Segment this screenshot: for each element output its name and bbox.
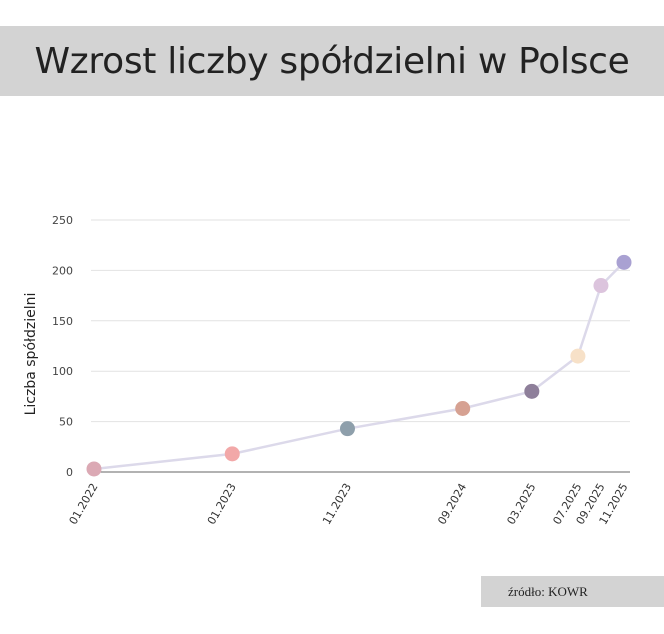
- series-line: [93, 261, 625, 471]
- y-tick-label: 50: [59, 416, 73, 429]
- x-tick-label: 09.2024: [435, 481, 469, 527]
- y-axis-label: Liczba spółdzielni: [23, 293, 39, 416]
- data-point: [524, 383, 540, 399]
- title-bar: Wzrost liczby spółdzielni w Polsce: [0, 26, 664, 96]
- data-point: [616, 254, 632, 270]
- y-tick-label: 100: [52, 365, 73, 378]
- source-label: źródło: KOWR: [508, 583, 588, 599]
- x-tick-label: 03.2025: [504, 481, 538, 527]
- data-point: [86, 461, 102, 477]
- y-tick-label: 150: [52, 315, 73, 328]
- x-tick-label: 01.2023: [205, 481, 239, 527]
- x-tick-label: 11.2023: [320, 481, 354, 527]
- source-bar: źródło: KOWR: [481, 576, 664, 607]
- data-point: [593, 278, 609, 294]
- data-point: [339, 421, 355, 437]
- y-tick-label: 200: [52, 264, 73, 277]
- y-tick-label: 250: [52, 214, 73, 227]
- chart-title: Wzrost liczby spółdzielni w Polsce: [34, 40, 630, 82]
- data-point: [455, 400, 471, 416]
- data-point: [224, 446, 240, 462]
- x-tick-label: 01.2022: [67, 481, 101, 527]
- data-point: [570, 348, 586, 364]
- y-tick-label: 0: [66, 466, 73, 479]
